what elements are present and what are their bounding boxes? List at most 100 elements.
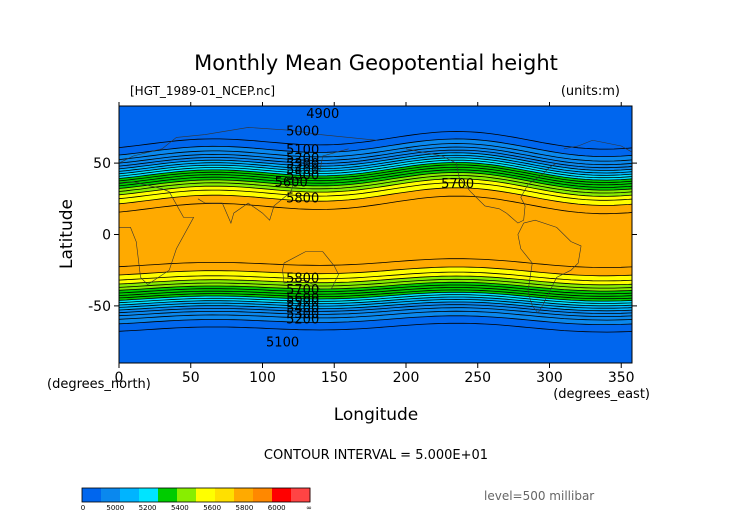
contour-label-5600: 5600: [286, 291, 319, 306]
coastline-0: [119, 127, 378, 164]
contour-label-5400: 5400: [286, 301, 319, 316]
contour-5650: [119, 278, 632, 289]
x-tick-label-0: 0: [115, 370, 124, 386]
contour-5800: [119, 187, 632, 206]
x-unit-label: (degrees_east): [553, 387, 650, 402]
contour-5200: [119, 301, 632, 312]
coastline-4: [405, 148, 557, 224]
contour-5800: [119, 266, 632, 277]
units-label: (units:m): [561, 84, 620, 99]
contour-5850: [119, 195, 632, 215]
coastline-5: [517, 219, 582, 314]
colorbar-frame: [81, 487, 311, 503]
contour-label-5800: 5800: [286, 191, 319, 206]
contour-lines: [119, 131, 632, 333]
file-name-label: [HGT_1989-01_NCEP.nc]: [130, 84, 275, 98]
contour-5100: [119, 307, 632, 317]
contour-5000: [119, 315, 632, 325]
x-tick-label-50: 50: [182, 370, 200, 386]
colorbar-swatch-0: [82, 488, 102, 502]
contour-label-5200: 5200: [286, 151, 319, 166]
contour-5400: [119, 162, 632, 181]
x-axis-label: Longitude: [334, 405, 419, 425]
colorbar-tick-label-6: 6000: [268, 504, 286, 512]
contour-5750: [119, 182, 632, 201]
coastlines: [119, 127, 632, 314]
x-tick-label-200: 200: [393, 370, 420, 386]
contour-5550: [119, 284, 632, 295]
y-tick-label--50: -50: [88, 299, 111, 315]
chart-title: Monthly Mean Geopotential height: [194, 51, 558, 75]
contour-5850: [119, 258, 632, 268]
contour-5200: [119, 152, 632, 171]
contour-5600: [119, 172, 632, 191]
contour-5450: [119, 289, 632, 300]
contour-5150: [119, 304, 632, 314]
band-5800: [119, 187, 632, 276]
contour-5750: [119, 271, 632, 282]
colorbar-tick-label-5: 5800: [236, 504, 254, 512]
contour-5550: [119, 169, 632, 188]
x-tick-label-250: 250: [464, 370, 491, 386]
y-tick-label-0: 0: [102, 228, 111, 244]
colorbar-swatch-9: [253, 488, 273, 502]
coastline-2: [197, 148, 349, 224]
contour-5150: [119, 149, 632, 169]
colorbar-tick-label-0: 0: [81, 504, 85, 512]
contour-5050: [119, 310, 632, 321]
colorbar-swatch-5: [177, 488, 197, 502]
coastline-6: [563, 139, 632, 152]
colorbar-swatch-4: [158, 488, 178, 502]
y-unit-label: (degrees_north): [47, 377, 151, 392]
contour-label-5200: 5200: [286, 313, 319, 328]
contour-label-5100: 5100: [266, 336, 299, 351]
contour-4950: [119, 322, 632, 333]
contour-5250: [119, 154, 632, 174]
contour-label-5500: 5500: [286, 169, 319, 184]
colorbar-swatch-8: [234, 488, 254, 502]
x-tick-label-100: 100: [249, 370, 276, 386]
contour-5050: [119, 143, 632, 162]
colorbar-tick-label-1: 5000: [106, 504, 124, 512]
contour-5600: [119, 281, 632, 292]
contour-label-4900: 4900: [306, 107, 339, 122]
colorbar-tick-label-4: 5600: [203, 504, 221, 512]
x-tick-label-150: 150: [321, 370, 348, 386]
x-tick-label-300: 300: [536, 370, 563, 386]
contour-label-5700: 5700: [286, 283, 319, 298]
y-axis-ticks: 50 0 -50: [88, 156, 637, 315]
colorbar-swatch-11: [291, 488, 311, 502]
contour-label-5000: 5000: [286, 124, 319, 139]
contour-label-5800: 5800: [286, 271, 319, 286]
colorbar-swatch-1: [101, 488, 121, 502]
contour-5350: [119, 294, 632, 304]
colorbar-swatch-6: [196, 488, 216, 502]
contour-5500: [119, 166, 632, 186]
contour-4950: [119, 131, 632, 150]
contour-label-5300: 5300: [286, 157, 319, 172]
contour-5700: [119, 275, 632, 286]
y-axis-label: Latitude: [57, 199, 77, 269]
colorbar-swatch-3: [139, 488, 159, 502]
colorbar-tick-label-3: 5400: [171, 504, 189, 512]
colorbar: [81, 487, 311, 503]
contour-5300: [119, 157, 632, 176]
contour-label-5400: 5400: [286, 163, 319, 178]
coastline-1: [119, 181, 195, 285]
contour-5700: [119, 178, 632, 197]
x-tick-label-350: 350: [608, 370, 635, 386]
level-label: level=500 millibar: [484, 489, 594, 503]
contour-5250: [119, 298, 632, 309]
map-plot-area: [119, 106, 632, 363]
colorbar-tick-labels: 0 5000 5200 5400 5600 5800 6000 ∞: [81, 504, 312, 512]
contour-interval-label: CONTOUR INTERVAL = 5.000E+01: [264, 448, 488, 463]
contour-5000: [119, 138, 632, 158]
coastline-3: [282, 251, 339, 290]
contour-5100: [119, 146, 632, 166]
colorbar-swatch-7: [215, 488, 235, 502]
contour-5350: [119, 159, 632, 179]
x-axis-ticks: 0 50 100 150 200 250 300 350: [115, 102, 635, 386]
contour-label-5500: 5500: [286, 296, 319, 311]
contour-5450: [119, 164, 632, 183]
